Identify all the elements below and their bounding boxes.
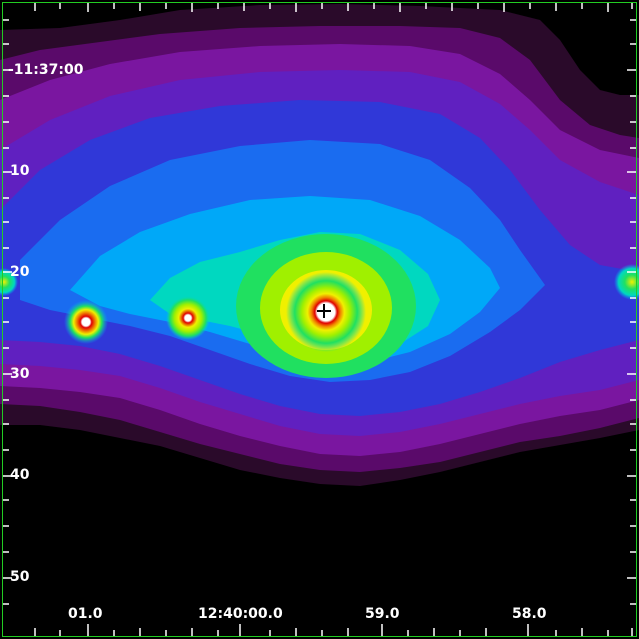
source-b [166, 296, 210, 340]
dec-label-4: 40 [10, 467, 30, 483]
source-c [614, 264, 639, 300]
right-tick-marks [627, 19, 636, 605]
bottom-tick-marks [34, 624, 633, 636]
dec-label-0: -11:37:00 [8, 62, 84, 78]
ra-label-2: 59.0 [365, 606, 400, 622]
ra-label-1: 12:40:00.0 [198, 606, 283, 622]
top-tick-marks [34, 3, 633, 12]
plus-marker-icon [317, 304, 331, 318]
left-tick-marks [3, 19, 12, 605]
source-a [64, 300, 108, 344]
dec-label-3: 30 [10, 366, 30, 382]
ra-label-0: 01.0 [68, 606, 103, 622]
dec-label-5: 50 [10, 569, 30, 585]
dec-label-2: 20 [10, 264, 30, 280]
dec-label-1: 10 [10, 163, 30, 179]
source-d [0, 268, 18, 296]
ra-label-3: 58.0 [512, 606, 547, 622]
